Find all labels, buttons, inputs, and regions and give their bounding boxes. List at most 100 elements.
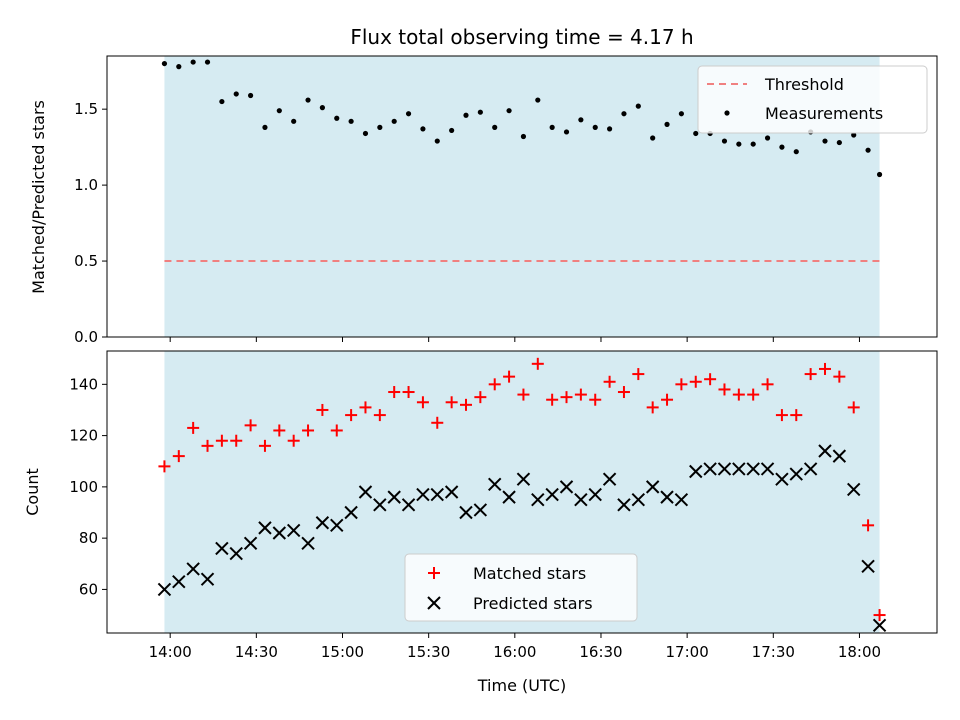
- x-tick-label: 16:00: [493, 643, 536, 661]
- y-tick-label: 60: [79, 580, 98, 598]
- predicted-star-point: [746, 462, 760, 476]
- measurement-point: [276, 108, 282, 114]
- x-tick-label: 14:30: [235, 643, 278, 661]
- measurement-point: [876, 171, 883, 178]
- measurement-point: [161, 60, 168, 67]
- measurement-point: [563, 129, 570, 135]
- predicted-star-point: [344, 505, 358, 520]
- legend-matched-label: Matched stars: [473, 564, 586, 583]
- legend-predicted-label: Predicted stars: [473, 594, 593, 613]
- measurement-point: [176, 64, 182, 70]
- matched-star-point: [847, 401, 860, 414]
- y-axis-label-top: Matched/Predicted stars: [29, 100, 48, 294]
- measurement-point: [449, 127, 455, 134]
- predicted-star-point: [674, 492, 689, 507]
- measurement-point: [764, 135, 771, 141]
- plot-frame-bottom: [106, 350, 938, 634]
- measurement-point: [650, 135, 656, 141]
- y-tick-label: 120: [69, 427, 98, 445]
- measurement-point: [305, 97, 311, 103]
- matched-star-point: [273, 424, 286, 437]
- predicted-star-point: [330, 518, 344, 533]
- measurement-point: [851, 132, 857, 138]
- y-tick-label: 1.0: [74, 176, 98, 194]
- measurement-point: [391, 118, 397, 124]
- matched-star-point: [302, 424, 315, 437]
- measurement-point: [492, 124, 498, 130]
- legend-predicted-swatch: [427, 596, 441, 610]
- y-axis-ticks-bottom: 60 80 100 120 140: [69, 375, 107, 598]
- measurement-point: [262, 124, 268, 130]
- y-tick-label: 140: [69, 375, 98, 393]
- predicted-star-point: [516, 472, 531, 486]
- predicted-star-point: [760, 462, 775, 476]
- measurement-point: [420, 126, 426, 132]
- matched-star-point: [732, 388, 745, 401]
- predicted-star-point: [186, 562, 200, 576]
- matched-star-point: [790, 409, 803, 422]
- predicted-star-point: [430, 487, 444, 502]
- matched-star-point: [359, 401, 372, 414]
- y-tick-label: 0.5: [74, 252, 98, 270]
- matched-star-point: [158, 460, 171, 473]
- predicted-star-point: [459, 505, 473, 520]
- matched-star-point: [574, 388, 587, 401]
- matched-star-point: [445, 396, 458, 409]
- matched-star-point: [373, 409, 386, 422]
- predicted-star-point: [272, 526, 287, 540]
- predicted-star-point: [617, 498, 631, 512]
- measurement-point: [377, 124, 383, 130]
- matched-star-point: [761, 378, 774, 391]
- predicted-star-point: [645, 480, 660, 494]
- predicted-star-point: [803, 462, 818, 476]
- predicted-star-point: [157, 582, 172, 597]
- predicted-star-point: [818, 444, 832, 458]
- matched-star-point: [775, 409, 788, 422]
- predicted-star-point: [172, 575, 186, 589]
- predicted-star-point: [559, 480, 574, 494]
- matched-star-point: [804, 368, 817, 381]
- measurement-point: [836, 139, 842, 146]
- predicted-star-point: [602, 472, 617, 486]
- predicted-star-point: [200, 572, 215, 586]
- y-tick-label: 80: [79, 529, 98, 547]
- predicted-star-point: [717, 462, 732, 476]
- predicted-star-point: [861, 559, 875, 574]
- measurement-point: [334, 115, 340, 121]
- measurement-point: [233, 91, 239, 97]
- predicted-star-point: [387, 490, 401, 504]
- measurement-point: [477, 109, 483, 115]
- measurement-point: [736, 141, 742, 147]
- matched-star-point: [603, 375, 616, 388]
- predicted-star-point: [401, 498, 416, 512]
- predicted-star-point: [689, 464, 703, 479]
- plot-frame-top: [106, 55, 938, 338]
- matched-star-point: [517, 388, 530, 401]
- legend-top: Threshold Measurements: [697, 65, 928, 134]
- matched-star-point: [862, 519, 875, 532]
- measurement-point: [319, 105, 325, 111]
- matched-star-point: [661, 393, 674, 406]
- x-tick-label: 18:00: [838, 643, 881, 661]
- measurement-point: [463, 112, 469, 118]
- measurement-point: [621, 111, 627, 117]
- legend-bottom: Matched stars Predicted stars: [404, 553, 638, 622]
- matched-star-point: [531, 357, 544, 370]
- predicted-star-point: [258, 521, 272, 535]
- predicted-star-point: [215, 541, 229, 556]
- predicted-star-point: [847, 482, 861, 497]
- matched-star-point: [459, 398, 472, 411]
- matched-star-point: [632, 368, 645, 381]
- legend-threshold-label: Threshold: [764, 75, 844, 94]
- measurement-point: [506, 108, 512, 114]
- predicted-star-point: [545, 487, 559, 502]
- matched-star-point: [416, 396, 429, 409]
- x-axis-ticks-bottom: 14:00 14:30 15:00 15:30 16:00 16:30 17:00 17:30…: [149, 633, 881, 661]
- matched-star-point: [833, 370, 846, 383]
- predicted-star-point: [416, 487, 430, 502]
- matched-star-point: [316, 403, 329, 416]
- measurement-point: [247, 92, 254, 99]
- y-axis-label-bottom: Count: [23, 468, 42, 516]
- predicted-star-point: [588, 487, 602, 502]
